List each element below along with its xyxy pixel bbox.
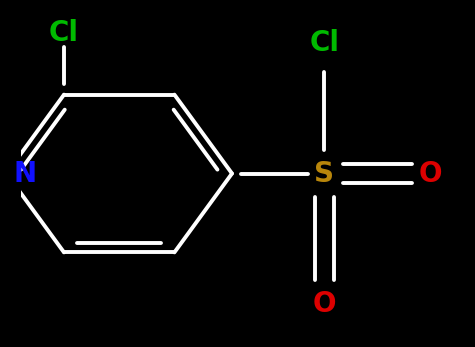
- Text: O: O: [419, 160, 443, 187]
- Text: N: N: [13, 160, 36, 187]
- Text: O: O: [313, 290, 336, 318]
- Text: Cl: Cl: [49, 19, 79, 47]
- Text: Cl: Cl: [309, 29, 339, 57]
- Text: S: S: [314, 160, 334, 187]
